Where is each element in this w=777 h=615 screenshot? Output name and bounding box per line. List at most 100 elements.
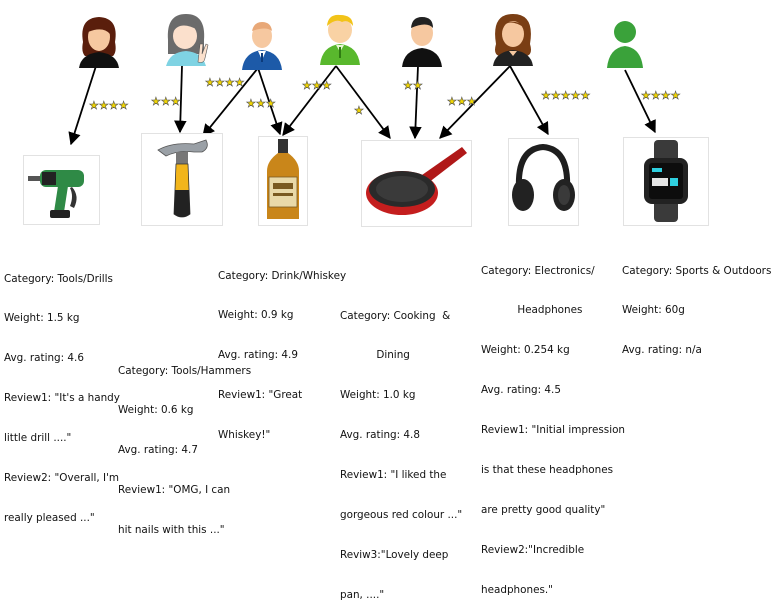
headphones-icon [512,143,575,211]
star-icon: ★ [98,99,109,112]
headphones-review2-line2: headphones." [481,583,553,596]
star-icon: ★ [466,95,477,108]
product-hammer[interactable] [141,133,223,226]
star-icon: ★ [302,79,312,92]
drill-avg-rating: Avg. rating: 4.6 [4,352,84,365]
whiskey-review1-line1: Review1: "Great [218,389,303,402]
drill-review1-line2: little drill ...." [4,432,72,445]
headphones-category-line1: Category: Electronics/ [481,264,595,277]
info-whiskey: Category: Drink/Whiskey Weight: 0.9 kg A… [218,243,346,456]
arrow-u3-whiskey [257,67,283,136]
hammer-review1-line2: hit nails with this ..." [118,524,225,537]
drill-review2-line1: Review2: "Overall, I'm [4,472,120,485]
user-avatar-person-green [599,14,651,70]
whiskey-category: Category: Drink/Whiskey [218,269,347,282]
power-drill-icon [28,170,84,218]
pan-review3-line1: Reviw3:"Lovely deep [340,548,449,561]
user-avatar-man-blue-suit [236,16,288,72]
product-frying-pan[interactable] [361,140,472,227]
arrow-u1-drill [68,65,97,146]
info-watch: Category: Sports & Outdoors Weight: 60g … [622,238,771,371]
woman-dark-hair-icon [79,17,119,68]
rating-u4-whiskey: ★ ★ ★ [302,79,332,92]
arrow-u5-pan [409,65,422,140]
hammer-review1-line1: Review1: "OMG, I can [118,484,231,497]
rating-u6-pan: ★ ★ ★ [447,95,477,108]
star-icon: ★ [550,89,561,102]
star-icon: ★ [570,89,581,102]
star-icon: ★ [650,89,661,102]
user-avatar-man-black-shirt [396,12,448,68]
pan-review1-line2: gorgeous red colour ..." [340,509,463,522]
arrow-u6-pan [439,65,511,139]
star-icon: ★ [660,89,671,102]
headphones-review1-line2: is that these headphones [481,464,614,477]
rating-u1-drill: ★ ★ ★ ★ [89,99,129,112]
headphones-weight: Weight: 0.254 kg [481,344,570,357]
arrow-u6-headphones [509,65,549,136]
headphones-review1-line1: Review1: "Initial impression [481,424,626,437]
whiskey-weight: Weight: 0.9 kg [218,309,294,322]
star-icon: ★ [403,79,413,92]
watch-weight: Weight: 60g [622,304,685,317]
drill-review2-line2: really pleased ..." [4,511,95,524]
star-icon: ★ [580,89,591,102]
smartwatch-icon [644,140,688,222]
pan-review3-line2: pan, ...." [340,588,385,601]
drill-category: Category: Tools/Drills [4,272,113,285]
pan-weight: Weight: 1.0 kg [340,389,416,402]
star-icon: ★ [255,97,266,110]
info-drill: Category: Tools/Drills Weight: 1.5 kg Av… [4,246,120,539]
watch-category: Category: Sports & Outdoors [622,264,772,277]
drill-review1-line1: Review1: "It's a handy [4,392,120,405]
rating-arrows [68,65,656,146]
star-icon: ★ [412,79,423,92]
star-icon: ★ [214,76,225,89]
info-headphones: Category: Electronics/ Headphones Weight… [481,238,625,610]
person-green-icon [607,21,643,68]
headphones-review1-line3: are pretty good quality" [481,503,606,516]
product-smartwatch[interactable] [623,137,709,226]
headphones-review2-line1: Review2:"Incredible [481,543,585,556]
man-black-shirt-icon [402,17,442,67]
arrow-u4-pan [335,65,391,140]
star-icon: ★ [354,104,364,117]
star-icon: ★ [265,97,276,110]
star-icon: ★ [118,99,129,112]
arrow-u2-hammer [174,65,187,134]
star-icon: ★ [224,76,235,89]
rating-u3-whiskey: ★ ★ ★ [246,97,276,110]
star-icon: ★ [311,79,322,92]
star-icon: ★ [560,89,571,102]
pan-avg-rating: Avg. rating: 4.8 [340,429,420,442]
user-avatar-woman-brown-hair [487,10,539,66]
girl-peace-sign-icon [166,14,209,66]
man-blue-suit-icon [242,22,282,70]
star-icon: ★ [160,95,171,108]
rating-u3-hammer: ★ ★ ★ ★ [205,76,245,89]
star-icon: ★ [170,95,181,108]
info-pan: Category: Cooking & Dining Weight: 1.0 k… [340,283,462,615]
product-drill[interactable] [23,155,100,225]
arrow-u7-watch [624,69,656,134]
star-icon: ★ [321,79,332,92]
star-icon: ★ [670,89,681,102]
star-icon: ★ [541,89,551,102]
headphones-avg-rating: Avg. rating: 4.5 [481,384,561,397]
user-avatar-girl-peace-sign [160,10,212,66]
whiskey-bottle-icon [267,139,299,219]
rating-u2-hammer: ★ ★ ★ [151,95,181,108]
star-icon: ★ [456,95,467,108]
woman-brown-hair-icon [493,14,533,66]
pan-review1-line1: Review1: "I liked the [340,469,447,482]
whiskey-review1-line2: Whiskey!" [218,429,271,442]
star-icon: ★ [234,76,245,89]
rating-u4-pan: ★ [354,104,364,117]
headphones-category-line2: Headphones [481,304,583,317]
frying-pan-icon [366,147,467,215]
rating-u7-watch: ★ ★ ★ ★ [641,89,681,102]
product-whiskey[interactable] [258,136,308,226]
product-headphones[interactable] [508,138,579,226]
star-icon: ★ [151,95,161,108]
arrow-u4-whiskey [282,65,337,136]
